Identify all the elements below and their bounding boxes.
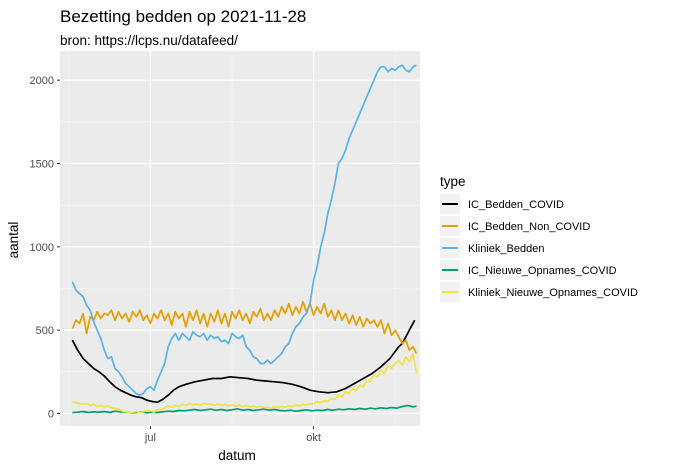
y-axis: 0 500 1000 1500 2000 <box>30 75 60 421</box>
grid-major <box>60 51 420 426</box>
y-tick-label: 2000 <box>30 75 54 87</box>
legend-label-IC_Bedden_Non_COVID: IC_Bedden_Non_COVID <box>468 221 590 233</box>
y-tick-label: 500 <box>36 325 54 337</box>
y-tick-label: 0 <box>48 409 54 421</box>
x-axis-title: datum <box>218 448 256 463</box>
legend: type IC_Bedden_COVID IC_Bedden_Non_COVID K… <box>440 174 638 302</box>
plot-panel <box>60 51 420 426</box>
y-axis-title: aantal <box>6 222 21 259</box>
legend-title: type <box>440 174 466 189</box>
grid-minor <box>60 51 420 426</box>
y-tick-label: 1500 <box>30 159 54 171</box>
legend-label-Kliniek_Nieuwe_Opnames_COVID: Kliniek_Nieuwe_Opnames_COVID <box>468 287 638 299</box>
x-tick-label: jul <box>144 432 156 444</box>
series-line-IC_Bedden_COVID <box>71 319 416 404</box>
series-line-Kliniek_Bedden <box>71 64 417 397</box>
chart-subtitle: bron: https://lcps.nu/datafeed/ <box>60 33 238 48</box>
x-axis: jul okt <box>144 426 321 444</box>
series-layer <box>71 64 418 414</box>
x-tick-label: okt <box>306 432 321 444</box>
legend-label-IC_Bedden_COVID: IC_Bedden_COVID <box>468 199 564 211</box>
legend-label-Kliniek_Bedden: Kliniek_Bedden <box>468 243 544 255</box>
legend-label-IC_Nieuwe_Opnames_COVID: IC_Nieuwe_Opnames_COVID <box>468 265 617 277</box>
series-line-IC_Bedden_Non_COVID <box>71 300 418 354</box>
series-line-Kliniek_Nieuwe_Opnames_COVID <box>72 352 418 414</box>
chart-title: Bezetting bedden op 2021-11-28 <box>60 7 306 26</box>
y-tick-label: 1000 <box>30 242 54 254</box>
